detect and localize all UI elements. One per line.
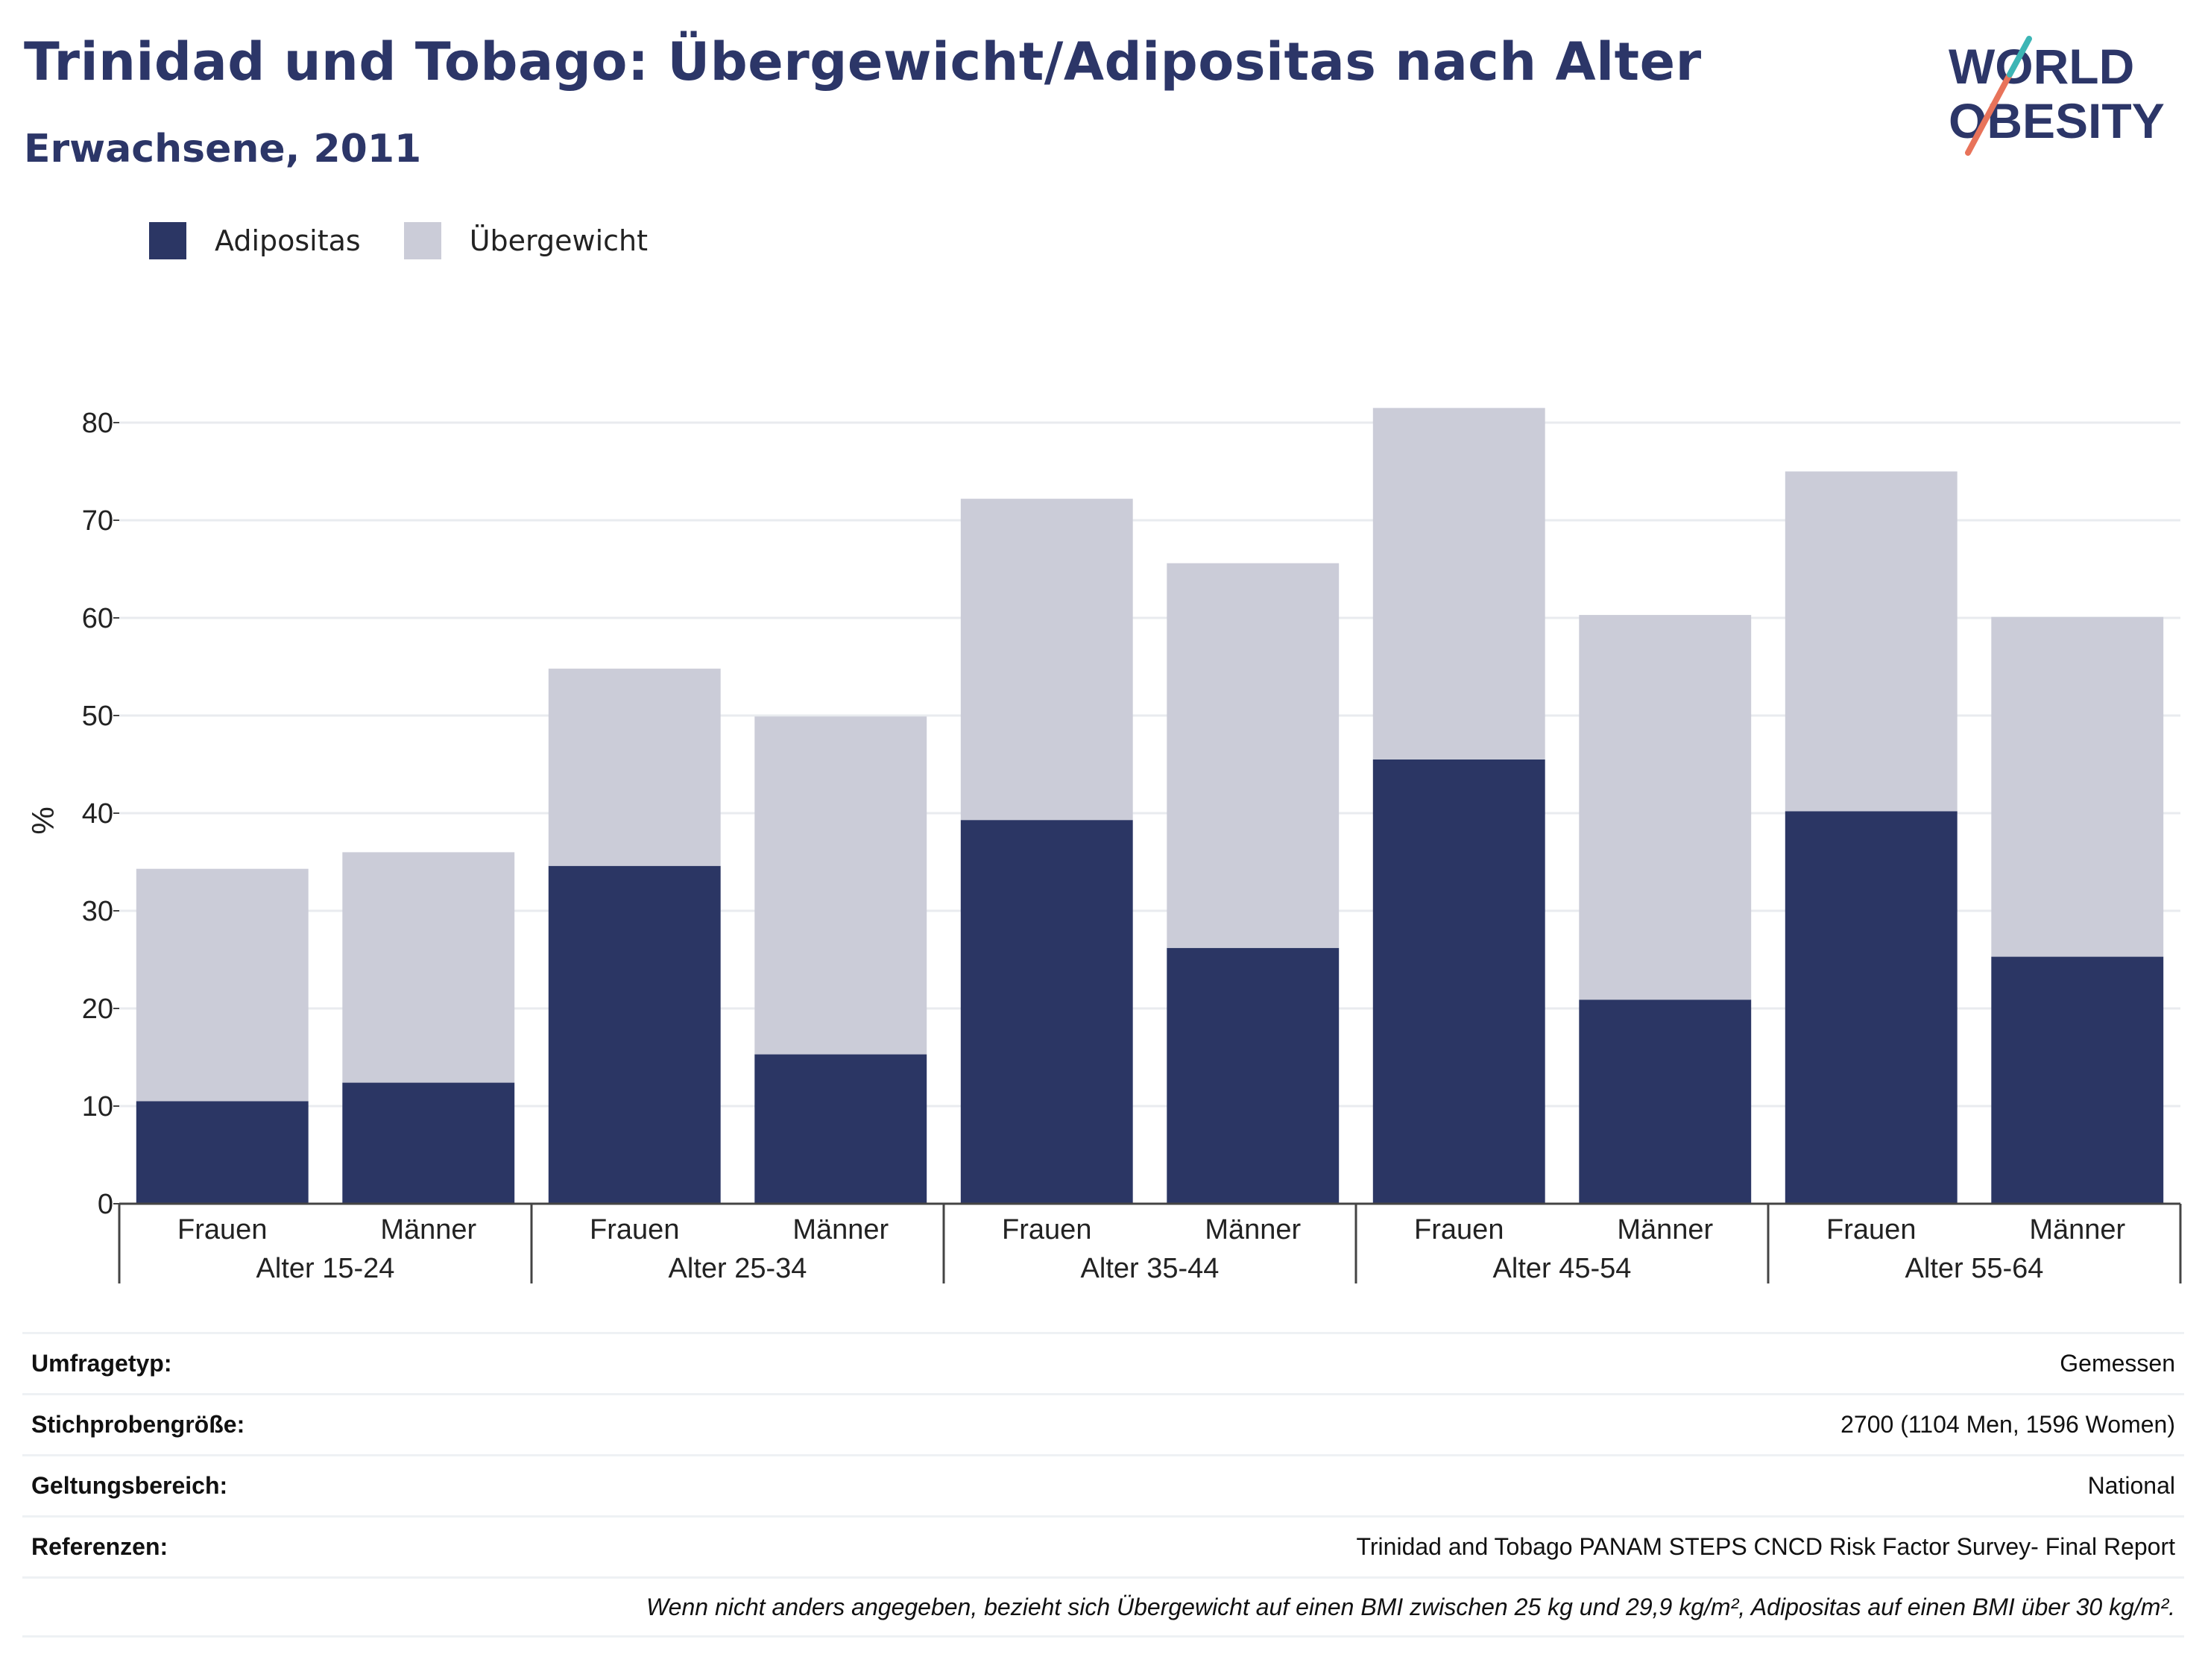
legend-swatch-uebergewicht [403, 222, 441, 259]
info-key: Referenzen: [31, 1533, 168, 1560]
x-group-label: Alter 15-24 [256, 1253, 395, 1284]
x-subcategory-label: Männer [2029, 1214, 2125, 1245]
definition-note: Wenn nicht anders angegeben, bezieht sic… [22, 1576, 2184, 1638]
svg-text:WORLD: WORLD [1949, 39, 2134, 94]
info-value: Gemessen [2060, 1350, 2175, 1377]
x-group-label: Alter 25-34 [669, 1253, 807, 1284]
info-row-coverage: Geltungsbereich: National [22, 1454, 2184, 1515]
info-key: Geltungsbereich: [31, 1472, 228, 1499]
bar-uebergewicht [1785, 471, 1958, 812]
y-tick-label: 30 [82, 896, 113, 927]
chart-legend: Adipositas Übergewicht [149, 222, 691, 259]
bar-adipositas [1372, 759, 1545, 1204]
bar-uebergewicht [342, 852, 515, 1083]
y-tick-label: 0 [98, 1189, 113, 1220]
world-obesity-logo: WORLD OBESITY [1949, 36, 2165, 156]
x-group-label: Alter 35-44 [1081, 1253, 1220, 1284]
bar-adipositas [548, 865, 721, 1204]
legend-label: Übergewicht [469, 224, 648, 257]
x-subcategory-label: Männer [792, 1214, 889, 1245]
y-tick-label: 80 [82, 408, 113, 439]
info-key: Stichprobengröße: [31, 1411, 245, 1438]
chart-subtitle: Erwachsene, 2011 [24, 127, 422, 171]
bar-adipositas [1167, 947, 1340, 1204]
y-tick-label: 70 [82, 505, 113, 537]
bar-uebergewicht [1991, 616, 2164, 957]
bar-uebergewicht [960, 499, 1133, 821]
note-text: Wenn nicht anders angegeben, bezieht sic… [646, 1593, 2175, 1620]
y-tick-label: 60 [82, 603, 113, 634]
x-subcategory-label: Männer [380, 1214, 476, 1245]
x-group-label: Alter 45-54 [1493, 1253, 1632, 1284]
y-tick-label: 10 [82, 1091, 113, 1122]
x-subcategory-label: Frauen [1002, 1214, 1091, 1245]
x-subcategory-label: Frauen [177, 1214, 267, 1245]
info-table: Umfragetyp: Gemessen Stichprobengröße: 2… [22, 1332, 2184, 1638]
info-value: Trinidad and Tobago PANAM STEPS CNCD Ris… [1356, 1533, 2175, 1560]
bar-uebergewicht [136, 868, 309, 1102]
info-value: National [2087, 1472, 2175, 1499]
info-value: 2700 (1104 Men, 1596 Women) [1840, 1411, 2175, 1438]
info-row-references: Referenzen: Trinidad and Tobago PANAM ST… [22, 1515, 2184, 1576]
bar-adipositas [1785, 811, 1958, 1204]
y-tick-label: 40 [82, 798, 113, 830]
y-tick-label: 50 [82, 701, 113, 732]
y-tick-label: 20 [82, 994, 113, 1025]
bar-adipositas [136, 1101, 309, 1204]
bar-uebergewicht [1372, 408, 1545, 760]
x-subcategory-label: Frauen [1826, 1214, 1916, 1245]
x-subcategory-label: Männer [1617, 1214, 1713, 1245]
bar-uebergewicht [754, 716, 927, 1055]
bar-adipositas [1991, 956, 2164, 1204]
info-row-survey-type: Umfragetyp: Gemessen [22, 1332, 2184, 1393]
x-subcategory-label: Frauen [1414, 1214, 1504, 1245]
legend-swatch-adipositas [149, 222, 186, 259]
legend-item-uebergewicht[interactable]: Übergewicht [403, 222, 648, 259]
bar-adipositas [342, 1082, 515, 1204]
x-subcategory-label: Frauen [590, 1214, 679, 1245]
bar-adipositas [1579, 1000, 1752, 1204]
chart-title: Trinidad und Tobago: Übergewicht/Adiposi… [24, 31, 1702, 92]
bar-uebergewicht [548, 669, 721, 866]
bar-uebergewicht [1167, 563, 1340, 948]
legend-item-adipositas[interactable]: Adipositas [149, 222, 361, 259]
info-key: Umfragetyp: [31, 1350, 172, 1377]
legend-label: Adipositas [215, 224, 361, 257]
bar-uebergewicht [1579, 615, 1752, 1000]
x-group-label: Alter 55-64 [1905, 1253, 2044, 1284]
x-subcategory-label: Männer [1205, 1214, 1301, 1245]
y-axis-label: % [25, 806, 60, 834]
bar-adipositas [960, 820, 1133, 1204]
info-row-sample-size: Stichprobengröße: 2700 (1104 Men, 1596 W… [22, 1393, 2184, 1454]
bar-adipositas [754, 1054, 927, 1204]
stacked-bar-chart: 0 10 20 30 40 50 60 70 80% Frauen Männer Frauen Männ… [25, 408, 2182, 1284]
